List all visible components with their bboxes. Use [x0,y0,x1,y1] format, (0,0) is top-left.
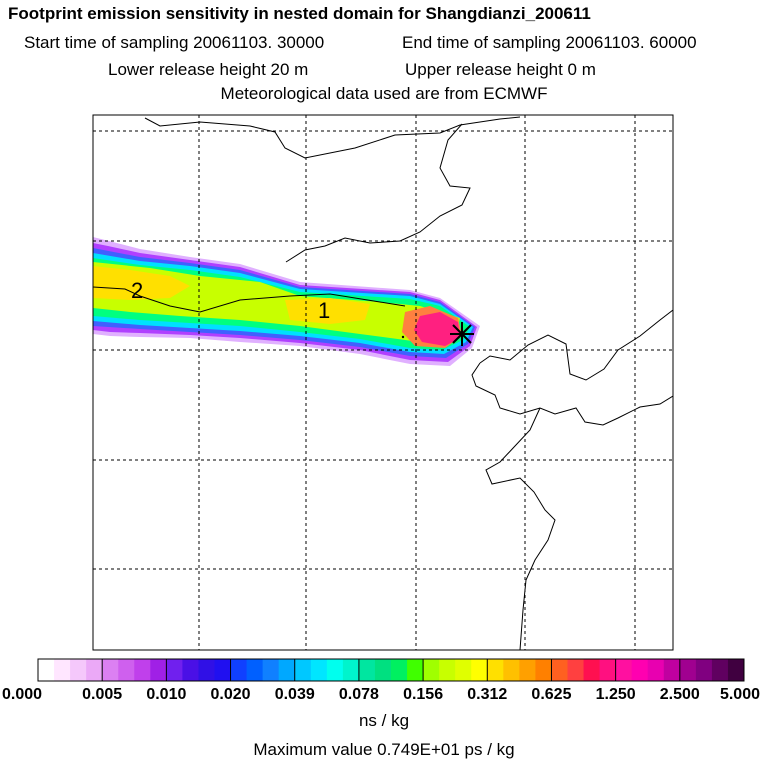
border-north [144,116,521,159]
coast-south [485,407,556,650]
colorbar-cell [503,659,520,681]
colorbar-cell [615,659,633,681]
receptor-star-icon [450,322,474,346]
colorbar-frame [37,658,745,682]
colorbar-cell [342,659,360,681]
colorbar-tick-label: 0.000 [2,686,42,703]
colorbar-cell [599,659,617,681]
colorbar-cell [294,659,312,681]
lower-release-label: Lower release height 20 m [108,60,309,79]
colorbar-cell [727,659,745,681]
colorbar-cell [118,659,135,681]
colorbar-cell [214,659,232,681]
upper-release-label: Upper release height 0 m [405,60,596,79]
plume-footprint [93,237,480,366]
end-time-label: End time of sampling 20061103. 60000 [402,33,697,52]
colorbar-cell [54,659,71,681]
colorbar-cell [86,659,103,681]
colorbar-cell [583,659,601,681]
colorbar-tick-label: 0.005 [82,686,122,703]
colorbar-tick-label: 0.039 [275,686,315,703]
colorbar-cell [358,659,376,681]
colorbar-cell [455,659,472,681]
colorbar-cell [246,659,264,681]
coastlines [93,116,673,650]
colorbar [38,659,745,681]
plot-title: Footprint emission sensitivity in nested… [8,4,591,23]
colorbar-cell [326,659,344,681]
graticule [93,115,673,650]
map-area: 2 1 [93,115,673,650]
start-time-label: Start time of sampling 20061103. 30000 [24,33,325,52]
colorbar-cell [166,659,183,681]
colorbar-cell [102,659,119,681]
colorbar-cell [679,659,697,681]
colorbar-units: ns / kg [358,711,410,730]
colorbar-cell [38,659,55,681]
colorbar-cell [310,659,328,681]
colorbar-cell [695,659,713,681]
colorbar-cell [535,659,552,681]
colorbar-cell [134,659,151,681]
colorbar-cell [711,659,729,681]
colorbar-cell [374,659,392,681]
colorbar-cell [198,659,215,681]
colorbar-cell [262,659,280,681]
border-river [285,123,471,263]
border-west [93,286,406,313]
colorbar-cell [150,659,167,681]
colorbar-tick-label: 5.000 [720,686,760,703]
plume-layer-yellowgreen [93,262,460,342]
colorbar-tick-label: 1.250 [596,686,636,703]
colorbar-tick-label: 2.500 [660,686,700,703]
coast-peninsula [471,362,673,426]
contour-label-1: 1 [318,298,330,323]
colorbar-cell [182,659,199,681]
colorbar-cell [631,659,649,681]
colorbar-tick-labels: 0.000 0.005 0.010 0.020 0.039 0.078 0.156 0.312… [2,659,760,703]
marker-dot [401,335,405,339]
plume-layer-yellow-2 [285,298,370,324]
colorbar-cell [567,659,585,681]
colorbar-cell [70,659,87,681]
colorbar-cell [423,659,440,681]
colorbar-cell [519,659,536,681]
colorbar-cell [391,659,408,681]
colorbar-tick-label: 0.078 [339,686,379,703]
contour-label-2: 2 [131,278,143,303]
colorbar-cell [471,659,488,681]
colorbar-cell [551,659,568,681]
colorbar-cell [278,659,296,681]
colorbar-tick-label: 0.020 [211,686,251,703]
colorbar-tick-label: 0.312 [467,686,507,703]
map-frame [92,114,674,651]
coast-east [479,309,673,381]
colorbar-cell [663,659,681,681]
maximum-value-label: Maximum value 0.749E+01 ps / kg [253,740,515,759]
colorbar-cell [487,659,504,681]
colorbar-cell [647,659,665,681]
plume-layer-yellow [93,266,190,300]
meteorological-data-label: Meteorological data used are from ECMWF [220,84,548,103]
colorbar-cell [230,659,248,681]
colorbar-tick-label: 0.625 [531,686,571,703]
colorbar-tick-label: 0.010 [146,686,186,703]
colorbar-tick-label: 0.156 [403,686,443,703]
colorbar-cell [439,659,456,681]
colorbar-cell [407,659,424,681]
plume-layer-red [414,312,460,346]
